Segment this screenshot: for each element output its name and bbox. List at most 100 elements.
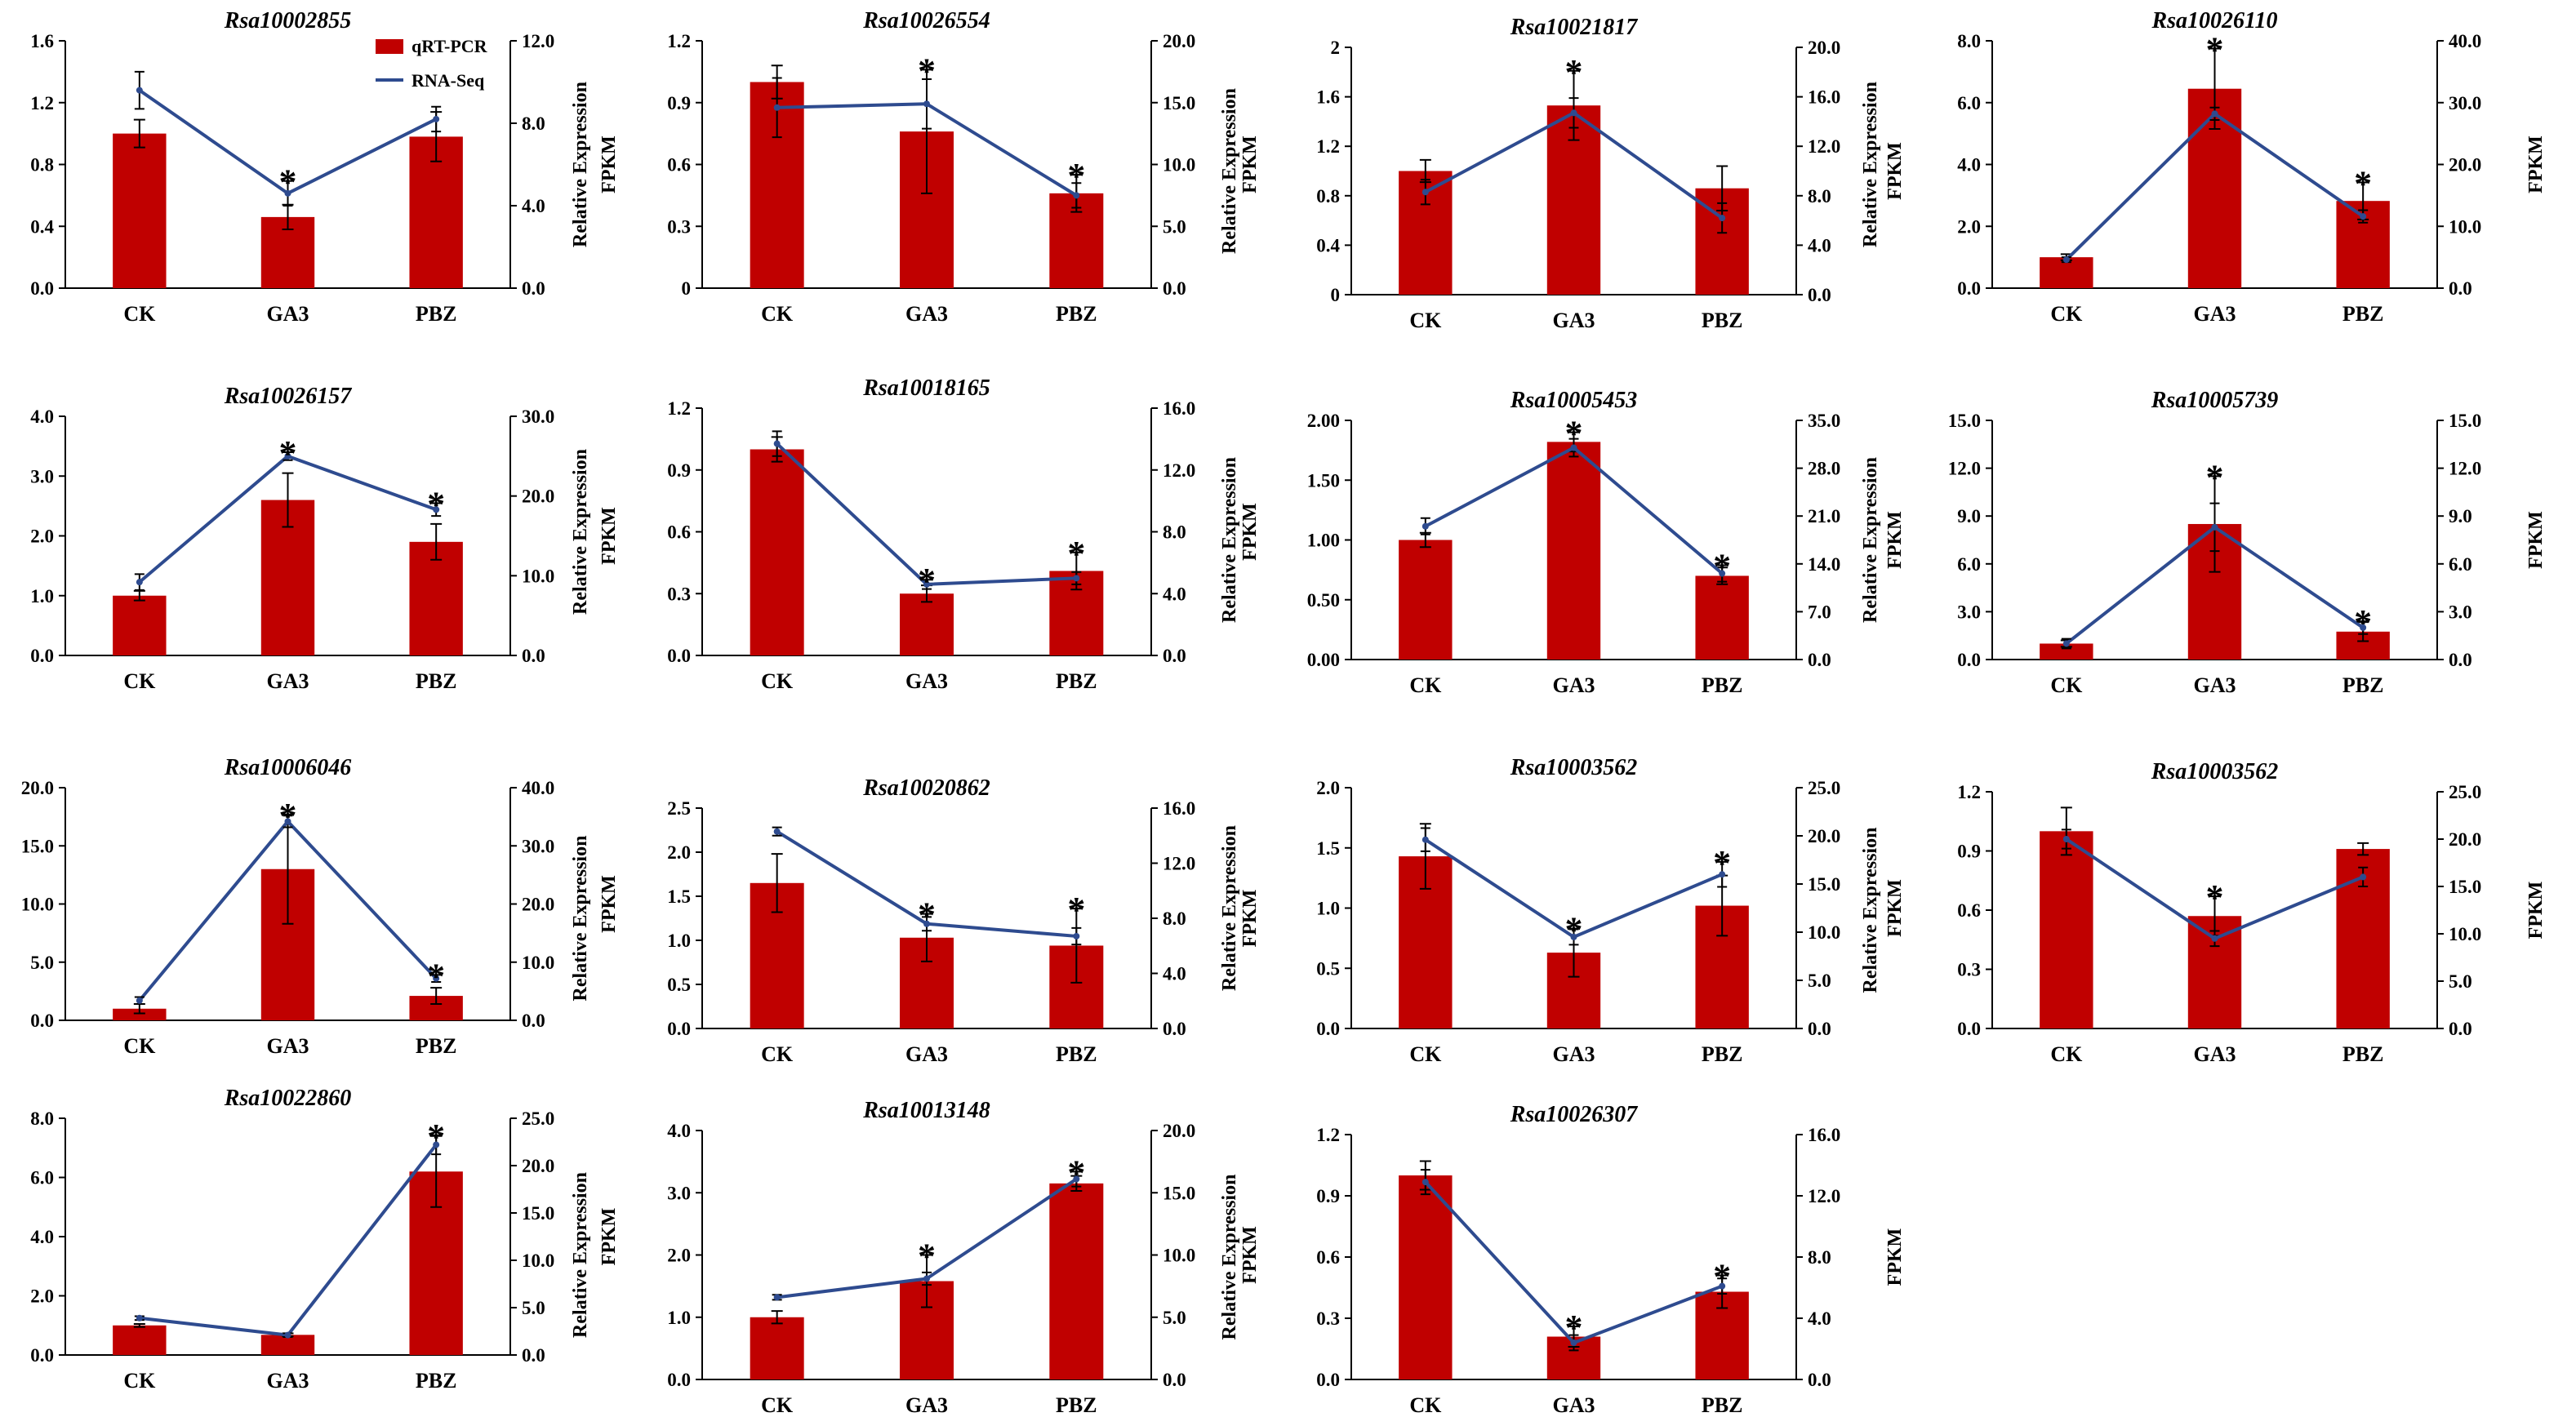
- chart-title: Rsa10005453: [1510, 388, 1638, 413]
- left-tick-label: 0.0: [1316, 1019, 1340, 1039]
- y2-axis-title: FPKM: [2525, 882, 2547, 940]
- right-tick-label: 5.0: [1163, 1308, 1186, 1328]
- x-category-label: CK: [1409, 1393, 1442, 1417]
- left-tick-label: 15.0: [1948, 411, 1981, 431]
- left-tick-label: 0.3: [667, 216, 691, 237]
- rna-seq-point: [1073, 575, 1080, 582]
- right-tick-label: 30.0: [2449, 93, 2481, 113]
- significance-star: *: [1713, 546, 1731, 586]
- right-tick-label: 4.0: [1808, 235, 1831, 255]
- qrt-pcr-error-bar: [282, 472, 294, 528]
- chart-panel: Rsa10020862 0.0 0.5 1.0 1.5 2.0 2.5 0.0 4.0 8.0 12…: [570, 775, 1261, 1066]
- rna-seq-point: [773, 1294, 781, 1301]
- left-tick-label: 2.0: [30, 1286, 54, 1307]
- y-axis-title: Relative Expression: [1219, 1175, 1240, 1340]
- rna-seq-point: [284, 452, 291, 460]
- left-tick-label: 0.9: [1957, 842, 1981, 862]
- chart-panel: Rsa10026307 0.0 0.3 0.6 0.9 1.2 0.0 4.0 8.0 12.0 1…: [1219, 1102, 1906, 1417]
- legend-bar-label: qRT-PCR: [412, 36, 488, 56]
- right-tick-label: 20.0: [2449, 155, 2481, 175]
- right-tick-label: 6.0: [2449, 554, 2472, 575]
- left-tick-label: 0.0: [1957, 650, 1981, 670]
- x-category-label: PBZ: [416, 302, 457, 326]
- right-tick-label: 4.0: [1163, 584, 1186, 604]
- significance-star: *: [427, 1117, 445, 1157]
- x-category-label: CK: [123, 669, 156, 693]
- x-category-label: GA3: [267, 1369, 309, 1393]
- right-tick-label: 10.0: [522, 566, 554, 586]
- chart-title: Rsa10026110: [2151, 8, 2277, 33]
- left-tick-label: 12.0: [1948, 459, 1981, 479]
- significance-star: *: [1713, 843, 1731, 883]
- significance-star: *: [279, 162, 297, 202]
- right-tick-label: 28.0: [1808, 459, 1840, 479]
- significance-star: *: [1565, 414, 1583, 454]
- right-tick-label: 20.0: [1808, 826, 1840, 846]
- qrt-pcr-bar: [113, 595, 167, 655]
- rna-seq-point: [923, 1275, 930, 1282]
- left-tick-label: 4.0: [667, 1121, 691, 1141]
- qrt-pcr-bar: [1399, 540, 1453, 660]
- rna-seq-point: [1719, 215, 1726, 222]
- left-tick-label: 0.9: [667, 460, 691, 481]
- right-tick-label: 0.0: [1808, 1370, 1831, 1390]
- left-tick-label: 0.4: [1316, 235, 1340, 255]
- legend-line-label: RNA-Seq: [412, 70, 485, 91]
- left-tick-label: 1.2: [1316, 136, 1340, 157]
- right-tick-label: 14.0: [1808, 554, 1840, 575]
- chart-title: Rsa10006046: [224, 755, 352, 780]
- left-tick-label: 6.0: [1957, 554, 1981, 575]
- rna-seq-point: [1570, 933, 1577, 940]
- chart-panel: Rsa10006046 0.0 5.0 10.0 15.0 20.0 0.0 10.0 20.0…: [21, 755, 620, 1058]
- rna-seq-point: [773, 828, 781, 835]
- x-category-label: GA3: [267, 669, 309, 693]
- rna-seq-point: [1421, 836, 1429, 843]
- chart-panel: Rsa10005739 0.0 3.0 6.0 9.0 12.0 15.0 0.0 3.0 6.0…: [1860, 388, 2547, 697]
- right-tick-label: 20.0: [1808, 38, 1840, 58]
- left-tick-label: 2: [1331, 38, 1341, 58]
- right-tick-label: 8.0: [1163, 908, 1186, 929]
- significance-star: *: [2354, 163, 2372, 203]
- left-tick-label: 10.0: [21, 895, 54, 915]
- x-category-label: CK: [2050, 1042, 2083, 1066]
- x-category-label: CK: [123, 1369, 156, 1393]
- x-category-label: CK: [761, 1393, 794, 1417]
- left-tick-label: 0.3: [1316, 1308, 1340, 1329]
- right-tick-label: 0.0: [1808, 1019, 1831, 1039]
- x-category-label: GA3: [905, 669, 948, 693]
- left-tick-label: 0.0: [1957, 278, 1981, 299]
- right-tick-label: 0.0: [1808, 650, 1831, 670]
- chart-panel: Rsa10022860 0.0 2.0 4.0 6.0 8.0 0.0 5.0 10.0 15.0…: [30, 1086, 620, 1393]
- right-tick-label: 0.0: [1163, 1019, 1186, 1039]
- left-tick-label: 0.6: [667, 155, 691, 175]
- right-tick-label: 8.0: [1808, 1247, 1831, 1268]
- chart-title: Rsa10005739: [2151, 388, 2279, 413]
- rna-seq-point: [136, 1314, 143, 1322]
- chart-title: Rsa10026157: [224, 384, 353, 409]
- left-tick-label: 4.0: [1957, 155, 1981, 175]
- right-tick-label: 3.0: [2449, 602, 2472, 622]
- right-tick-label: 15.0: [2449, 877, 2481, 897]
- right-tick-label: 15.0: [1808, 874, 1840, 895]
- rna-seq-point: [2211, 110, 2218, 118]
- left-tick-label: 1.00: [1307, 531, 1340, 551]
- left-tick-label: 8.0: [1957, 31, 1981, 51]
- significance-star: *: [279, 433, 297, 473]
- rna-seq-point: [433, 975, 440, 982]
- legend-bar-swatch: [376, 39, 403, 54]
- rna-seq-point: [1719, 570, 1726, 577]
- right-tick-label: 16.0: [1163, 798, 1195, 819]
- right-tick-label: 12.0: [2449, 459, 2481, 479]
- y2-axis-title: FPKM: [1884, 879, 1906, 937]
- chart-title: Rsa10003562: [2151, 759, 2279, 784]
- right-tick-label: 0.0: [1163, 1370, 1186, 1390]
- x-category-label: CK: [123, 1034, 156, 1058]
- qrt-pcr-bar: [750, 1317, 804, 1379]
- y2-axis-title: FPKM: [1884, 142, 1906, 200]
- y-axis-title: Relative Expression: [1860, 457, 1881, 623]
- x-category-label: GA3: [2194, 673, 2236, 697]
- significance-star: *: [1713, 1257, 1731, 1297]
- rna-seq-point: [923, 100, 930, 108]
- right-tick-label: 12.0: [1808, 1186, 1840, 1206]
- x-category-label: CK: [2050, 673, 2083, 697]
